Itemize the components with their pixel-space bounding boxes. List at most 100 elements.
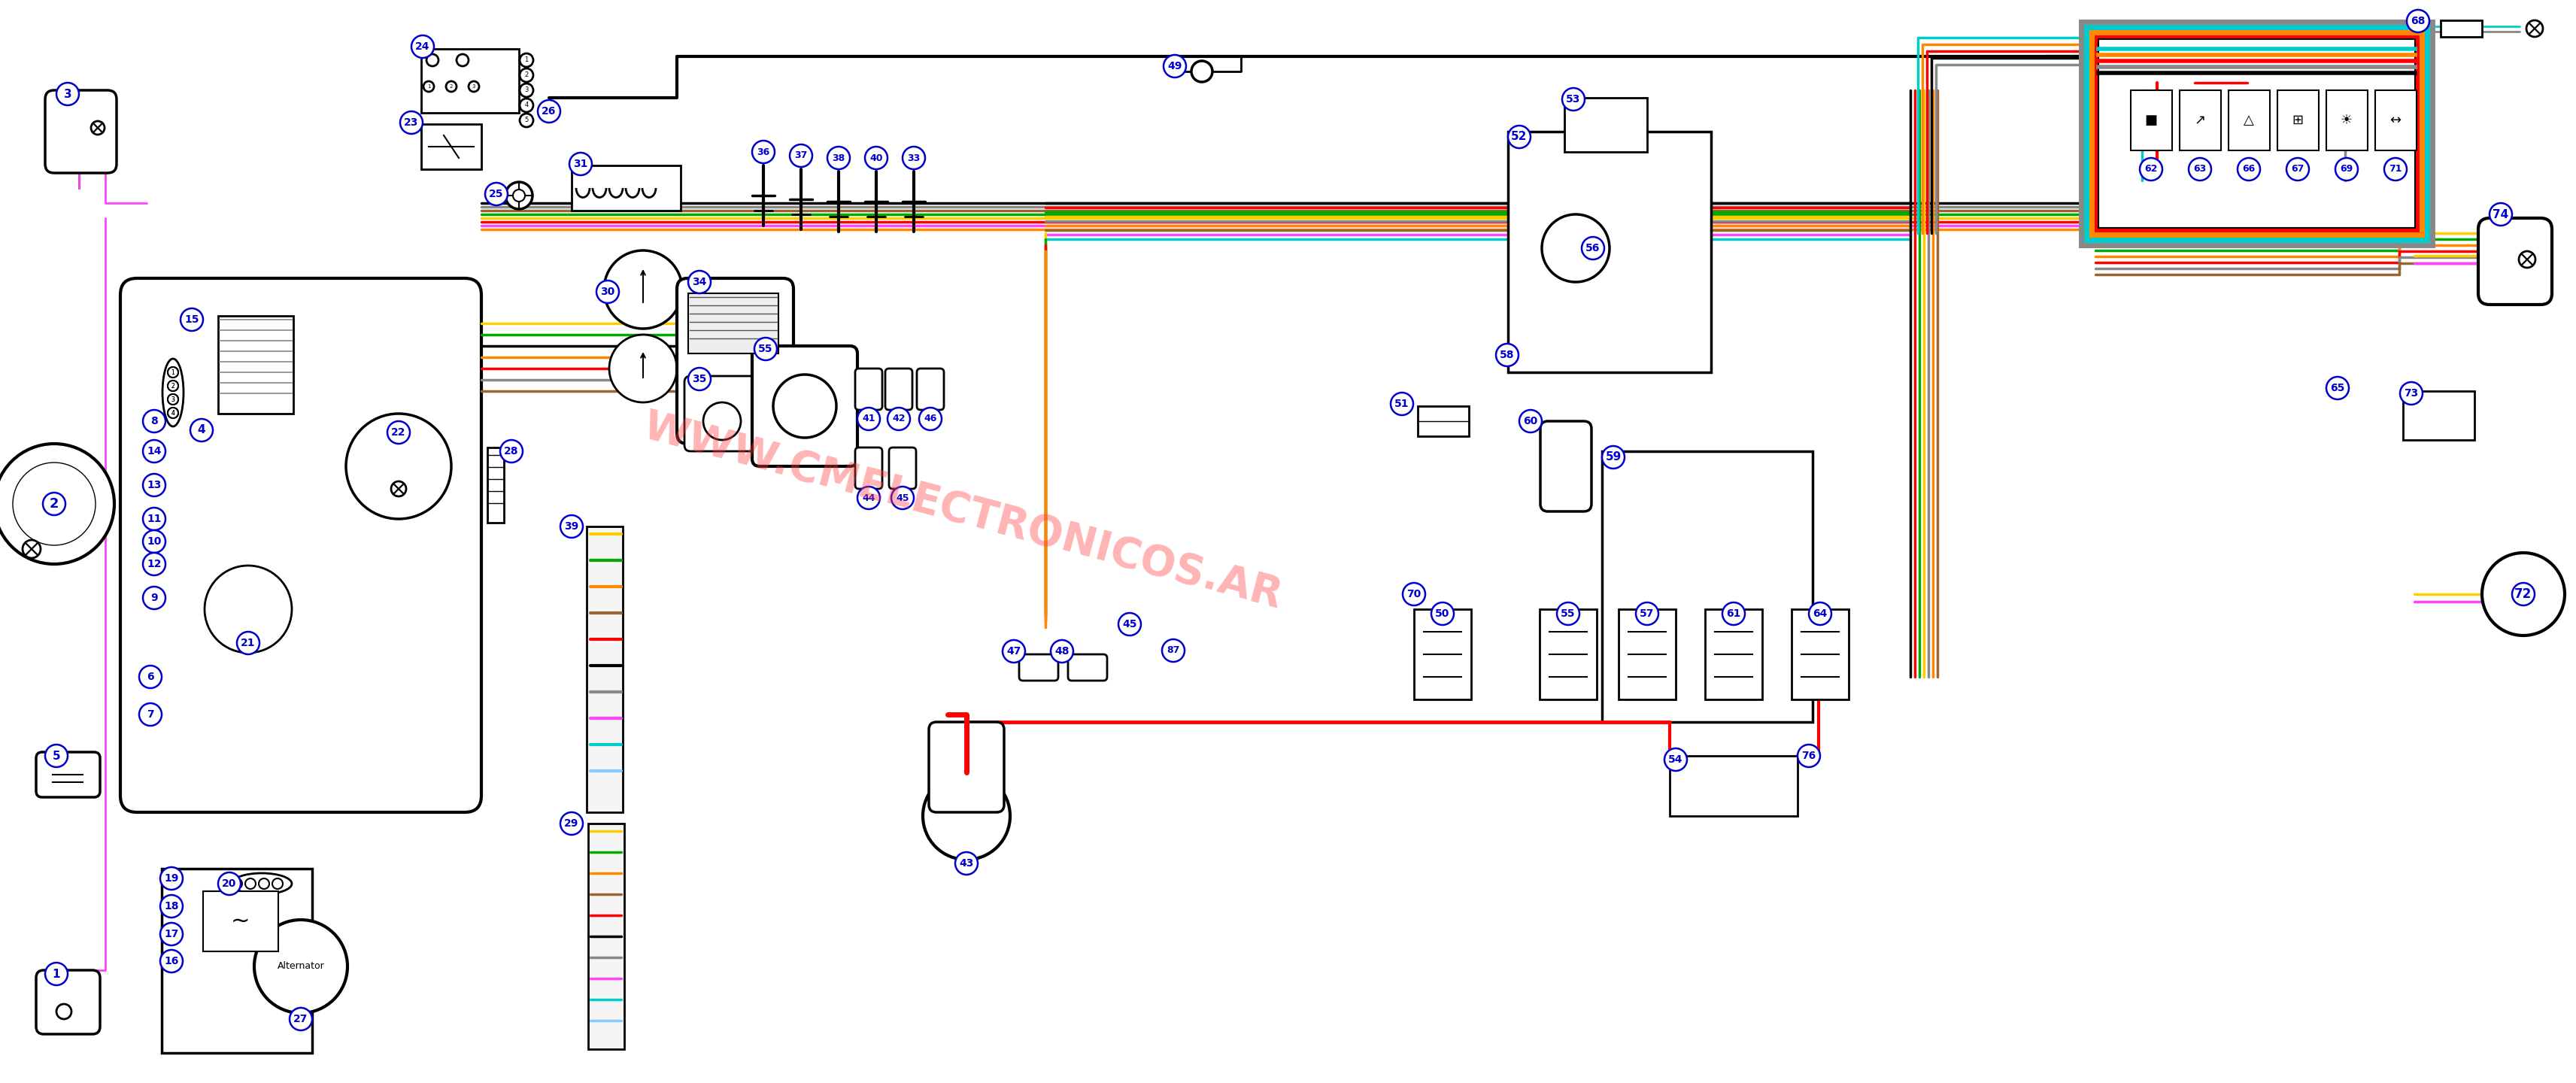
Text: 41: 41	[863, 414, 876, 423]
FancyBboxPatch shape	[886, 368, 912, 409]
Circle shape	[2512, 583, 2535, 605]
Bar	[162, 869, 312, 1053]
Circle shape	[180, 309, 204, 331]
Text: 68: 68	[2411, 16, 2427, 26]
Bar	[2403, 391, 2476, 440]
Text: 1: 1	[52, 968, 59, 980]
Circle shape	[142, 552, 165, 575]
Circle shape	[2336, 158, 2357, 181]
Bar	[2087, 27, 2427, 240]
Text: 21: 21	[242, 638, 255, 649]
Bar	[422, 125, 482, 169]
Text: ↔: ↔	[2391, 114, 2401, 127]
Circle shape	[258, 878, 270, 889]
Text: 58: 58	[1499, 350, 1515, 361]
Text: 48: 48	[1054, 647, 1069, 656]
Text: 19: 19	[165, 873, 178, 884]
Text: 55: 55	[1561, 609, 1577, 619]
Circle shape	[513, 190, 526, 201]
Circle shape	[1164, 55, 1185, 78]
Circle shape	[538, 100, 562, 122]
Circle shape	[469, 81, 479, 92]
Bar	[1790, 609, 1850, 700]
Circle shape	[562, 812, 582, 835]
Circle shape	[232, 878, 242, 889]
FancyBboxPatch shape	[677, 278, 793, 444]
Text: 15: 15	[185, 314, 198, 325]
Circle shape	[2385, 158, 2406, 181]
Circle shape	[2239, 158, 2259, 181]
Text: 53: 53	[1566, 94, 1582, 105]
Text: 61: 61	[1726, 609, 1741, 619]
Text: 28: 28	[505, 446, 518, 457]
Circle shape	[428, 54, 438, 66]
Circle shape	[752, 141, 775, 164]
Circle shape	[2483, 552, 2566, 636]
Text: 5: 5	[52, 751, 59, 761]
Text: 87: 87	[1167, 645, 1180, 655]
Text: 5: 5	[526, 117, 528, 123]
Circle shape	[392, 481, 407, 496]
Text: 60: 60	[1522, 416, 1538, 427]
Circle shape	[755, 338, 778, 361]
Bar	[219, 316, 294, 414]
Bar	[587, 526, 623, 812]
Text: 52: 52	[1512, 131, 1528, 143]
Circle shape	[791, 144, 811, 167]
Circle shape	[2401, 382, 2421, 405]
Bar	[1564, 97, 1646, 152]
Circle shape	[245, 878, 255, 889]
Text: 31: 31	[574, 159, 587, 169]
Text: 47: 47	[1007, 647, 1020, 656]
Text: 4: 4	[170, 409, 175, 416]
Circle shape	[1432, 602, 1453, 625]
Text: Alternator: Alternator	[278, 962, 325, 971]
FancyBboxPatch shape	[46, 90, 116, 173]
Text: 23: 23	[404, 117, 420, 128]
Text: 35: 35	[693, 374, 706, 384]
Circle shape	[569, 153, 592, 175]
Circle shape	[2141, 158, 2161, 181]
Text: 11: 11	[147, 513, 162, 524]
Text: 30: 30	[600, 287, 616, 297]
Bar	[2277, 90, 2318, 151]
FancyBboxPatch shape	[917, 368, 943, 409]
Text: 1: 1	[526, 56, 528, 64]
Text: 64: 64	[1814, 609, 1826, 619]
Text: 9: 9	[149, 592, 157, 603]
Text: 2: 2	[49, 497, 59, 511]
Text: 55: 55	[757, 343, 773, 354]
Circle shape	[2519, 251, 2535, 268]
FancyBboxPatch shape	[1020, 654, 1059, 680]
Bar	[2326, 90, 2367, 151]
Text: 6: 6	[147, 671, 155, 682]
Text: 71: 71	[2388, 165, 2401, 174]
Circle shape	[1190, 61, 1213, 82]
Text: 34: 34	[693, 277, 706, 287]
Text: 12: 12	[147, 559, 162, 570]
Circle shape	[57, 82, 80, 105]
Text: 56: 56	[1587, 243, 1600, 253]
FancyBboxPatch shape	[889, 447, 917, 488]
Circle shape	[520, 83, 533, 97]
Bar	[204, 891, 278, 951]
Text: 67: 67	[2290, 165, 2306, 174]
Circle shape	[191, 419, 214, 442]
Bar	[587, 823, 623, 1049]
Circle shape	[446, 81, 456, 92]
Text: 24: 24	[415, 41, 430, 52]
Circle shape	[1723, 602, 1744, 625]
Text: 51: 51	[1394, 399, 1409, 409]
Text: ☀: ☀	[2342, 114, 2352, 127]
Circle shape	[484, 183, 507, 206]
Circle shape	[827, 146, 850, 169]
Text: 70: 70	[1406, 589, 1422, 599]
Circle shape	[902, 146, 925, 169]
Bar	[1618, 609, 1677, 700]
Text: 57: 57	[1641, 609, 1654, 619]
Text: 26: 26	[541, 106, 556, 117]
Circle shape	[603, 250, 683, 328]
Circle shape	[520, 68, 533, 82]
Circle shape	[1556, 602, 1579, 625]
Text: 45: 45	[896, 493, 909, 503]
